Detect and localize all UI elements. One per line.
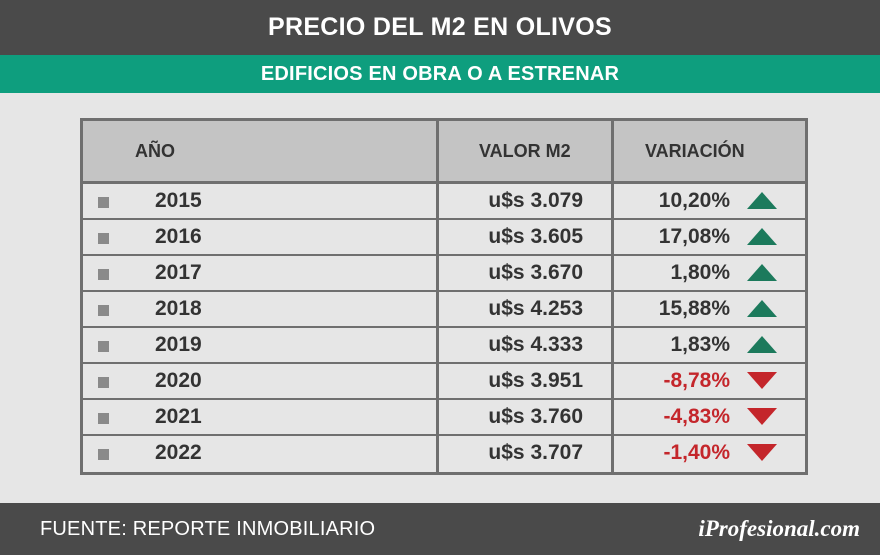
row-variation: -8,78%	[663, 369, 730, 392]
header-year: AÑO	[135, 140, 175, 161]
row-year: 2016	[155, 225, 202, 248]
table-row: 2015 u$s 3.079 10,20%	[83, 184, 805, 220]
table-row: 2021 u$s 3.760 -4,83%	[83, 400, 805, 436]
up-arrow-icon	[747, 300, 777, 317]
up-arrow-icon	[747, 228, 777, 245]
bullet-icon	[98, 449, 109, 460]
down-arrow-icon	[747, 372, 777, 389]
row-variation: 1,83%	[670, 333, 730, 356]
up-arrow-icon	[747, 336, 777, 353]
table-row: 2019 u$s 4.333 1,83%	[83, 328, 805, 364]
bullet-icon	[98, 269, 109, 280]
table-row: 2017 u$s 3.670 1,80%	[83, 256, 805, 292]
row-year: 2015	[155, 189, 202, 212]
down-arrow-icon	[747, 444, 777, 461]
footer-bar: FUENTE: REPORTE INMOBILIARIO iProfesiona…	[0, 503, 880, 555]
table-header: AÑO VALOR M2 VARIACIÓN	[83, 121, 805, 184]
table-row: 2018 u$s 4.253 15,88%	[83, 292, 805, 328]
up-arrow-icon	[747, 264, 777, 281]
up-arrow-icon	[747, 192, 777, 209]
bullet-icon	[98, 341, 109, 352]
row-variation: 15,88%	[658, 297, 730, 320]
column-divider	[611, 121, 614, 472]
row-value: u$s 3.079	[488, 189, 583, 212]
table-row: 2020 u$s 3.951 -8,78%	[83, 364, 805, 400]
row-value: u$s 3.951	[488, 369, 583, 392]
row-value: u$s 4.333	[488, 333, 583, 356]
row-value: u$s 3.707	[488, 441, 583, 464]
bullet-icon	[98, 233, 109, 244]
row-year: 2022	[155, 441, 202, 464]
bullet-icon	[98, 305, 109, 316]
brand-logo: iProfesional.com	[698, 516, 860, 541]
header-value: VALOR M2	[479, 140, 571, 161]
bullet-icon	[98, 197, 109, 208]
page-subtitle: EDIFICIOS EN OBRA O A ESTRENAR	[0, 55, 880, 93]
row-value: u$s 3.605	[488, 225, 583, 248]
source-text: FUENTE: REPORTE INMOBILIARIO	[40, 517, 376, 540]
bullet-icon	[98, 413, 109, 424]
row-variation: -1,40%	[663, 441, 730, 464]
row-variation: 17,08%	[658, 225, 730, 248]
column-divider	[436, 121, 439, 472]
down-arrow-icon	[747, 408, 777, 425]
bullet-icon	[98, 377, 109, 388]
row-year: 2017	[155, 261, 202, 284]
table-row: 2022 u$s 3.707 -1,40%	[83, 436, 805, 472]
header-variation: VARIACIÓN	[645, 140, 745, 161]
price-table: AÑO VALOR M2 VARIACIÓN 2015 u$s 3.079 10,2…	[80, 118, 808, 475]
row-year: 2020	[155, 369, 202, 392]
row-variation: 1,80%	[670, 261, 730, 284]
page-title: PRECIO DEL M2 EN OLIVOS	[0, 0, 880, 55]
row-variation: 10,20%	[658, 189, 730, 212]
row-value: u$s 4.253	[488, 297, 583, 320]
table-row: 2016 u$s 3.605 17,08%	[83, 220, 805, 256]
row-value: u$s 3.760	[488, 405, 583, 428]
row-year: 2021	[155, 405, 202, 428]
row-variation: -4,83%	[663, 405, 730, 428]
row-year: 2019	[155, 333, 202, 356]
row-year: 2018	[155, 297, 202, 320]
row-value: u$s 3.670	[488, 261, 583, 284]
